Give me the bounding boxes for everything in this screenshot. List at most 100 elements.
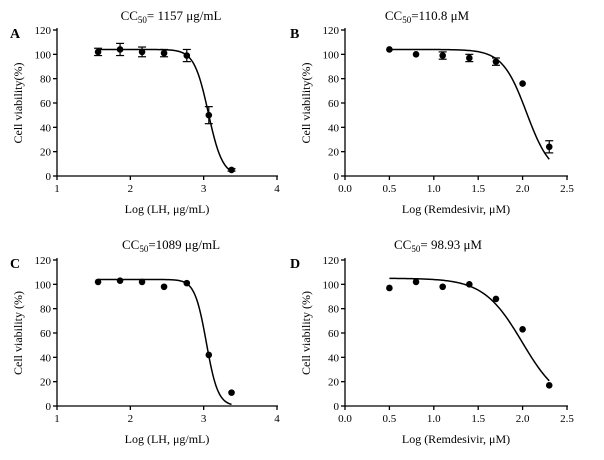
data-point: [545, 382, 553, 389]
data-point: [116, 277, 124, 284]
y-tick-label: 100: [323, 49, 340, 61]
y-tick-label: 40: [328, 122, 340, 134]
y-tick-label: 100: [323, 279, 340, 291]
chart-title-value: = 1157 μg/mL: [147, 8, 222, 23]
x-tick-label: 1: [54, 183, 60, 195]
x-tick-label: 0.5: [383, 183, 397, 195]
data-point: [519, 80, 526, 87]
x-tick-label: 0.0: [338, 413, 352, 425]
chart-title-value: =110.8 μM: [411, 8, 469, 23]
data-point: [492, 295, 500, 303]
data-point: [412, 278, 420, 286]
chart-title-subscript: 50: [402, 15, 412, 25]
y-axis-label: Cell viability(%): [299, 63, 313, 144]
panel-b: B CC50=110.8 μM 0 20 40 60 80 100 120 0.0 0.5 1.0 1.…: [290, 8, 574, 216]
data-point: [386, 46, 393, 53]
y-tick-label: 0: [334, 171, 340, 183]
data-point: [160, 283, 168, 291]
chart-title-subscript: 50: [411, 244, 421, 254]
y-tick-label: 80: [40, 304, 52, 316]
data-point: [228, 166, 235, 174]
data-point: [205, 111, 213, 119]
x-tick-label: 0.0: [338, 183, 352, 195]
y-axis-label: Cell viability (%): [11, 291, 25, 375]
y-tick-label: 40: [40, 122, 52, 134]
data-point: [94, 278, 102, 286]
data-point: [138, 278, 146, 286]
chart-title-main: CC: [385, 8, 402, 23]
panel-letter: B: [290, 27, 299, 42]
data-point: [116, 46, 124, 53]
x-tick-label: 1: [54, 413, 60, 425]
y-tick-label: 60: [328, 98, 340, 110]
x-axis-label: Log (Remdesivir, μM): [402, 202, 510, 216]
y-tick-label: 120: [35, 25, 52, 37]
data-point: [205, 351, 213, 359]
chart-title: CC50= 1157 μg/mL: [121, 8, 222, 25]
y-tick-label: 120: [35, 255, 52, 267]
y-axis-label: Cell viability (%): [299, 291, 313, 375]
y-axis-label: Cell viability(%): [11, 63, 25, 144]
x-tick-label: 2.5: [560, 183, 574, 195]
panel-letter: A: [10, 27, 21, 42]
data-point: [519, 326, 526, 333]
x-tick-label: 2: [128, 413, 134, 425]
x-tick-label: 3: [201, 183, 207, 195]
x-tick-label: 2.0: [516, 183, 530, 195]
x-tick-label: 1.0: [427, 413, 441, 425]
x-tick-label: 1.5: [471, 183, 485, 195]
x-tick-label: 4: [274, 413, 280, 425]
chart-title-value: = 98.93 μM: [420, 237, 482, 252]
y-tick-label: 0: [46, 401, 52, 413]
x-tick-label: 1.0: [427, 183, 441, 195]
fit-curve: [389, 48, 550, 160]
y-tick-label: 0: [334, 401, 340, 413]
y-tick-label: 20: [40, 377, 52, 389]
data-point: [466, 281, 473, 288]
chart-title-main: CC: [122, 237, 139, 252]
x-axis-label: Log (Remdesivir, μM): [402, 432, 510, 446]
chart-title: CC50=110.8 μM: [385, 8, 470, 25]
y-tick-label: 80: [328, 74, 340, 86]
y-tick-label: 40: [40, 352, 52, 364]
data-point: [138, 48, 146, 56]
x-tick-label: 1.5: [471, 413, 485, 425]
y-tick-label: 20: [328, 377, 340, 389]
y-tick-label: 40: [328, 352, 340, 364]
y-tick-label: 20: [40, 147, 52, 159]
chart-title-value: =1089 μg/mL: [148, 237, 220, 252]
data-point: [466, 54, 473, 62]
data-point: [492, 58, 500, 65]
x-tick-label: 2.5: [560, 413, 574, 425]
y-tick-label: 60: [40, 328, 52, 340]
chart-title-subscript: 50: [138, 15, 148, 25]
fit-curve: [98, 48, 232, 173]
y-tick-label: 100: [35, 279, 52, 291]
data-point: [545, 143, 553, 151]
y-tick-label: 80: [328, 304, 340, 316]
y-tick-label: 0: [46, 171, 52, 183]
chart-title: CC50= 98.93 μM: [394, 237, 482, 254]
x-tick-label: 0.5: [383, 413, 397, 425]
data-point: [412, 51, 420, 58]
panel-a: A CC50= 1157 μg/mL 0 20 40 60 80 100 120 1 2 3 4 Log …: [10, 8, 280, 216]
panel-d: D CC50= 98.93 μM 0 20 40 60 80 100 120 0.0 0.5 1.0 1…: [290, 237, 574, 446]
data-point: [228, 389, 235, 396]
data-point: [94, 48, 102, 56]
panel-letter: C: [10, 257, 20, 272]
data-point: [160, 49, 168, 57]
y-tick-label: 120: [323, 255, 340, 267]
chart-title-main: CC: [121, 8, 138, 23]
x-axis-label: Log (LH, μg/mL): [125, 202, 210, 216]
y-tick-label: 60: [40, 98, 52, 110]
fit-curve: [98, 278, 232, 406]
data-point: [439, 283, 446, 291]
data-point: [183, 279, 191, 287]
y-tick-label: 80: [40, 74, 52, 86]
chart-title: CC50=1089 μg/mL: [122, 237, 220, 254]
data-point: [386, 284, 393, 292]
x-tick-label: 2: [128, 183, 134, 195]
data-point: [183, 52, 191, 59]
